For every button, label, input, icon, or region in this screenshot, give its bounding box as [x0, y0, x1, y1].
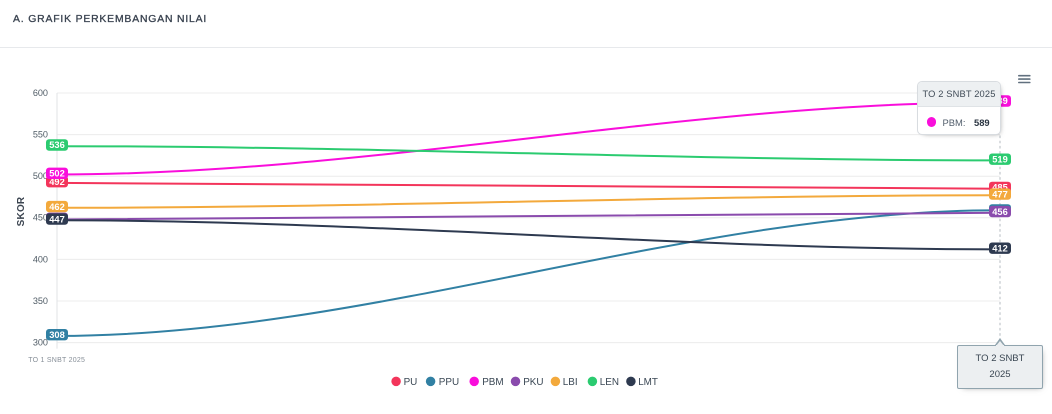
- svg-text:536: 536: [49, 140, 65, 150]
- svg-text:LMT: LMT: [638, 377, 658, 388]
- svg-text:PBM: PBM: [482, 377, 503, 388]
- svg-text:300: 300: [33, 338, 48, 348]
- svg-text:A. GRAFIK PERKEMBANGAN NILAI: A. GRAFIK PERKEMBANGAN NILAI: [13, 14, 207, 25]
- svg-text:450: 450: [33, 213, 48, 223]
- svg-text:PKU: PKU: [523, 377, 543, 388]
- svg-text:SKOR: SKOR: [16, 196, 27, 226]
- svg-text:600: 600: [33, 88, 48, 98]
- svg-text:LEN: LEN: [600, 377, 619, 388]
- svg-text:400: 400: [33, 254, 48, 264]
- svg-text:TO 1 SNBT 2025: TO 1 SNBT 2025: [28, 357, 85, 364]
- svg-text:500: 500: [33, 171, 48, 181]
- svg-text:PPU: PPU: [439, 377, 459, 388]
- svg-text:462: 462: [49, 202, 65, 212]
- svg-text:LBI: LBI: [563, 377, 578, 388]
- svg-text:412: 412: [992, 243, 1008, 253]
- svg-text:502: 502: [49, 169, 65, 179]
- svg-text:519: 519: [992, 154, 1008, 164]
- svg-text:477: 477: [992, 189, 1008, 199]
- svg-text:485: 485: [992, 183, 1008, 193]
- svg-text:456: 456: [992, 207, 1008, 217]
- svg-text:447: 447: [49, 214, 65, 224]
- svg-text:550: 550: [33, 130, 48, 140]
- svg-text:PU: PU: [404, 377, 418, 388]
- svg-text:308: 308: [49, 330, 65, 340]
- svg-text:492: 492: [49, 177, 65, 187]
- svg-text:350: 350: [33, 296, 48, 306]
